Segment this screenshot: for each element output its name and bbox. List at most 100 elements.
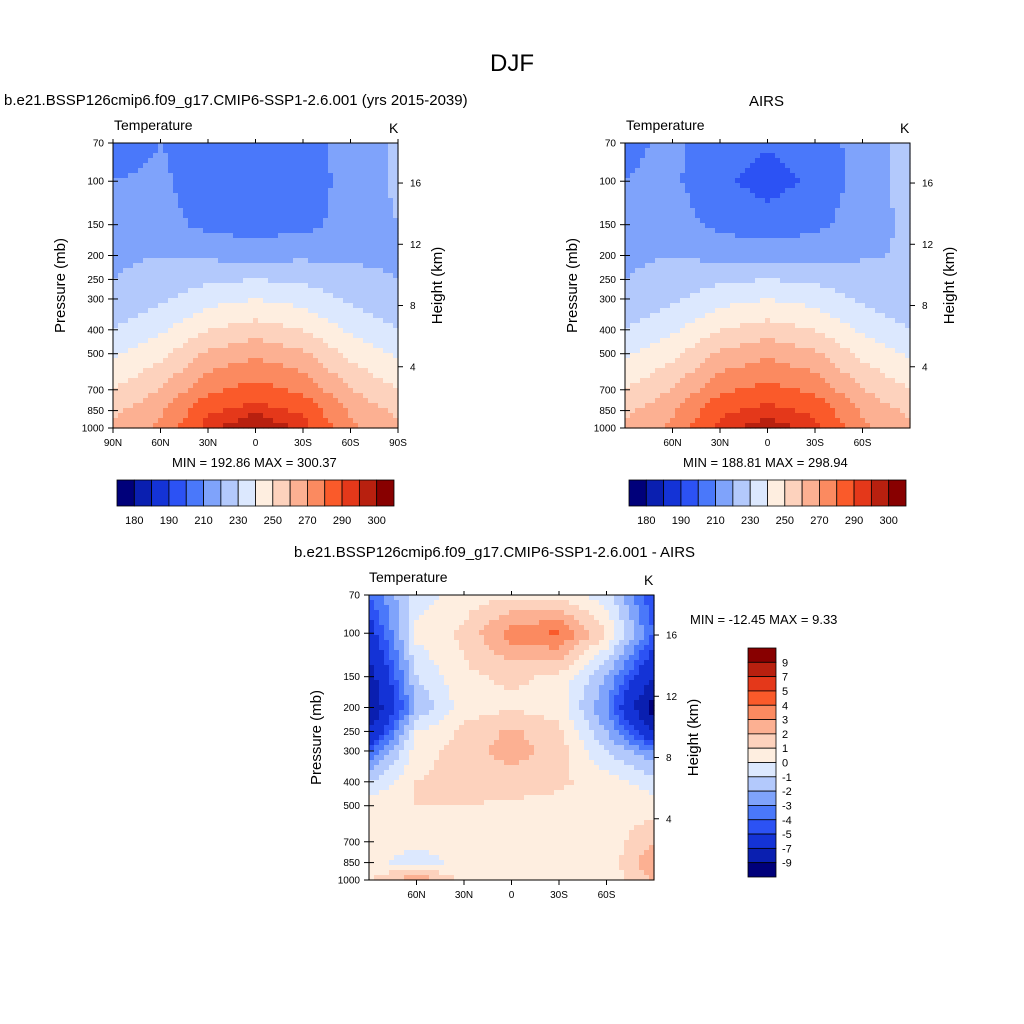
field-cell	[760, 188, 766, 194]
field-cell	[655, 243, 661, 249]
field-cell	[880, 268, 886, 274]
field-cell	[770, 278, 776, 284]
field-cell	[705, 158, 711, 164]
field-cell	[218, 283, 224, 289]
field-cell	[183, 218, 189, 224]
field-cell	[248, 373, 254, 379]
field-cell	[645, 183, 651, 189]
field-cell	[810, 248, 816, 254]
field-cell	[368, 253, 374, 259]
field-cell	[725, 223, 731, 229]
field-cell	[208, 233, 214, 239]
field-cell	[318, 403, 324, 409]
field-cell	[308, 263, 314, 269]
field-cell	[840, 248, 846, 254]
field-cell	[765, 163, 771, 169]
colorbar-label: 270	[298, 515, 316, 527]
field-cell	[363, 383, 369, 389]
field-cell	[790, 278, 796, 284]
field-cell	[750, 253, 756, 259]
field-cell	[198, 353, 204, 359]
field-cell	[343, 243, 349, 249]
field-cell	[368, 203, 374, 209]
y-tick-label: 70	[93, 139, 105, 150]
field-cell	[785, 153, 791, 159]
field-cell	[745, 208, 751, 214]
field-cell	[825, 153, 831, 159]
field-cell	[298, 318, 304, 324]
field-cell	[148, 148, 154, 154]
field-cell	[855, 193, 861, 199]
field-cell	[780, 158, 786, 164]
field-cell	[313, 188, 319, 194]
field-cell	[323, 413, 329, 419]
field-cell	[353, 163, 359, 169]
field-cell	[363, 328, 369, 334]
y-tick-label: 100	[87, 177, 104, 188]
field-cell	[138, 173, 144, 179]
field-cell	[283, 188, 289, 194]
field-cell	[655, 143, 661, 149]
field-cell	[123, 188, 129, 194]
field-cell	[845, 243, 851, 249]
field-cell	[318, 378, 324, 384]
field-cell	[383, 368, 389, 374]
field-cell	[760, 278, 766, 284]
field-cell	[123, 283, 129, 289]
field-cell	[273, 293, 279, 299]
field-cell	[730, 168, 736, 174]
field-cell	[840, 158, 846, 164]
field-cell	[223, 313, 229, 319]
panel1-left-string: Temperature	[114, 117, 193, 133]
field-cell	[900, 203, 906, 209]
field-cell	[113, 293, 119, 299]
field-cell	[845, 273, 851, 279]
field-cell	[168, 228, 174, 234]
field-cell	[363, 223, 369, 229]
field-cell	[905, 158, 911, 164]
field-cell	[675, 173, 681, 179]
field-cell	[188, 288, 194, 294]
field-cell	[815, 148, 821, 154]
field-cell	[273, 213, 279, 219]
field-cell	[705, 278, 711, 284]
field-cell	[163, 143, 169, 149]
field-cell	[770, 273, 776, 279]
field-cell	[725, 158, 731, 164]
field-cell	[163, 403, 169, 409]
field-cell	[263, 378, 269, 384]
field-cell	[795, 143, 801, 149]
field-cell	[815, 178, 821, 184]
field-cell	[218, 353, 224, 359]
field-cell	[855, 153, 861, 159]
field-cell	[173, 283, 179, 289]
field-cell	[273, 228, 279, 234]
field-cell	[113, 148, 119, 154]
field-cell	[690, 208, 696, 214]
field-cell	[308, 253, 314, 259]
field-cell	[383, 203, 389, 209]
field-cell	[313, 393, 319, 399]
field-cell	[318, 353, 324, 359]
field-cell	[268, 238, 274, 244]
field-cell	[118, 238, 124, 244]
field-cell	[850, 218, 856, 224]
field-cell	[880, 158, 886, 164]
field-cell	[163, 258, 169, 264]
field-cell	[283, 398, 289, 404]
field-cell	[308, 168, 314, 174]
field-cell	[393, 223, 399, 229]
field-cell	[710, 258, 716, 264]
field-cell	[118, 383, 124, 389]
field-cell	[785, 263, 791, 269]
field-cell	[138, 383, 144, 389]
field-cell	[203, 178, 209, 184]
field-cell	[118, 168, 124, 174]
field-cell	[208, 148, 214, 154]
field-cell	[770, 153, 776, 159]
field-cell	[223, 418, 229, 424]
field-cell	[248, 163, 254, 169]
field-cell	[153, 253, 159, 259]
field-cell	[198, 293, 204, 299]
field-cell	[213, 178, 219, 184]
